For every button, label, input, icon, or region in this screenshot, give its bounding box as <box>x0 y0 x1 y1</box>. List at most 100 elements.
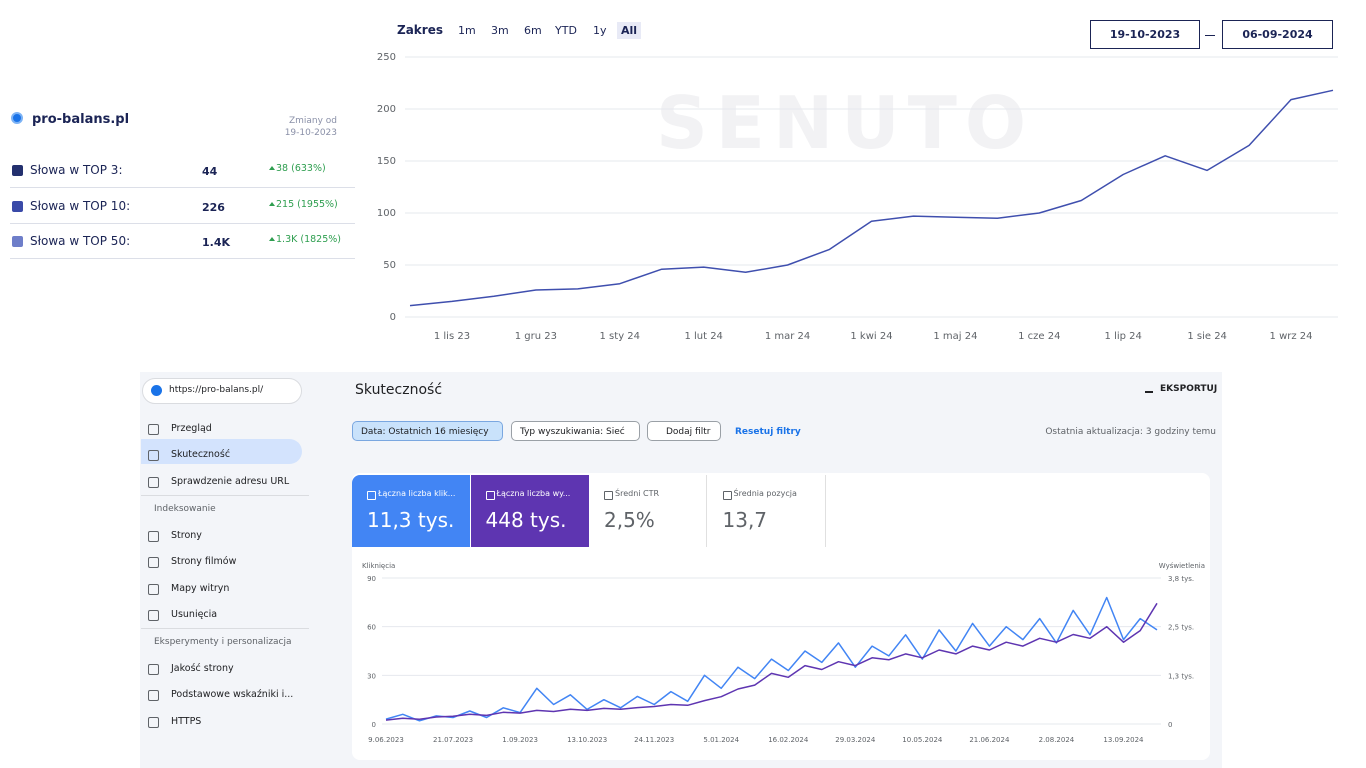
nav-item[interactable]: Podstawowe wskaźniki i... <box>171 689 294 701</box>
nav-icon <box>148 716 159 728</box>
range-option[interactable]: 1m <box>458 24 476 37</box>
range-option[interactable]: YTD <box>555 24 577 37</box>
date-arrow <box>1205 35 1215 36</box>
export-button[interactable]: EKSPORTUJ <box>1160 384 1218 394</box>
nav-highlight <box>141 439 302 465</box>
watermark: SENUTO <box>656 81 1034 165</box>
performance-chart: 0 30 60 90 0 1,3 tys. 2,5 tys. 3,8 tys. Kliknięc… <box>362 562 1205 744</box>
domain: pro-balans.pl <box>32 112 130 127</box>
export-icon <box>1145 384 1153 393</box>
nav-item[interactable]: Mapy witryn <box>171 582 230 594</box>
nav-icon <box>148 476 159 488</box>
x-tick-label: 1 cze 24 <box>1018 331 1060 342</box>
metric-value: 13,7 <box>722 508 768 532</box>
x-tick-label: 2.08.2024 <box>1039 736 1075 744</box>
metric-label: Średni CTR <box>615 489 660 498</box>
property-url: https://pro-balans.pl/ <box>169 385 264 395</box>
change-arrow <box>269 201 275 206</box>
range-option[interactable]: All <box>617 22 642 39</box>
filter-type[interactable]: Typ wyszukiwania: Sieć <box>511 421 640 441</box>
row-value: 1.4K <box>202 236 231 249</box>
metric-checkbox <box>485 491 495 500</box>
row-value: 44 <box>202 165 218 178</box>
nav-icon <box>148 583 159 595</box>
nav-item[interactable]: Strony filmów <box>171 556 237 568</box>
gsc-title: Skuteczność <box>355 382 443 398</box>
metric-label: Łączna liczba wy... <box>496 489 571 498</box>
row-swatch <box>12 200 23 212</box>
y-tick-label: 200 <box>377 104 396 115</box>
x-tick-label: 1 gru 23 <box>515 331 557 342</box>
filter-add[interactable]: Dodaj filtr <box>647 421 721 441</box>
nav-divider <box>141 628 309 630</box>
x-tick-label: 21.06.2024 <box>969 736 1010 744</box>
nav-icon <box>148 530 159 542</box>
x-tick-label: 1 kwi 24 <box>850 331 892 342</box>
data-line <box>409 89 1334 307</box>
nav-icon <box>148 690 159 702</box>
x-tick-label: 9.06.2023 <box>368 736 404 744</box>
row-divider <box>10 258 355 259</box>
nav-item[interactable]: Przegląd <box>171 423 212 434</box>
nav-item[interactable]: Sprawdzenie adresu URL <box>171 475 290 487</box>
x-tick-label: 1 sie 24 <box>1187 331 1227 342</box>
nav-icon <box>148 664 159 676</box>
y-tick-label: 60 <box>367 624 376 632</box>
data-line <box>385 596 1158 722</box>
metric-checkbox <box>604 491 613 500</box>
nav-divider <box>141 494 309 496</box>
x-tick-label: 1.09.2023 <box>502 736 538 744</box>
y-tick-label: 0 <box>390 312 396 323</box>
nav-item[interactable]: Jakość strony <box>171 663 234 675</box>
metric-checkbox <box>722 491 732 500</box>
x-tick-label: 13.09.2024 <box>1103 736 1144 744</box>
nav-item[interactable]: Skuteczność <box>171 449 231 461</box>
range-option[interactable]: 6m <box>524 24 542 37</box>
y2-tick-label: 3,8 tys. <box>1168 575 1194 583</box>
y2-tick-label: 0 <box>1168 721 1172 729</box>
property-selector[interactable]: https://pro-balans.pl/ <box>142 378 302 404</box>
metric-tile[interactable]: Średnia pozycja 13,7 <box>707 475 826 547</box>
nav-item[interactable]: HTTPS <box>171 715 202 727</box>
x-tick-label: 1 lis 23 <box>434 331 470 342</box>
reset-filters[interactable]: Resetuj filtry <box>735 427 801 437</box>
metric-tile[interactable]: Łączna liczba wy... 448 tys. <box>470 475 589 547</box>
x-tick-label: 1 wrz 24 <box>1270 331 1313 342</box>
last-update: Ostatnia aktualizacja: 3 godziny temu <box>1045 427 1216 437</box>
row-divider <box>10 187 355 188</box>
nav-section: Indeksowanie <box>154 503 216 514</box>
range-option[interactable]: 3m <box>491 24 509 37</box>
nav-icon <box>148 609 159 621</box>
nav-item[interactable]: Strony <box>171 529 202 541</box>
metric-tile[interactable]: Łączna liczba klik... 11,3 tys. <box>352 475 470 547</box>
range-option[interactable]: 1y <box>593 24 607 37</box>
y-tick-label: 30 <box>367 672 376 680</box>
y-tick-label: 100 <box>377 208 396 219</box>
filter-date[interactable]: Data: Ostatnich 16 miesięcy <box>352 421 503 441</box>
y-axis-title: Kliknięcia <box>362 562 395 570</box>
nav-icon <box>148 557 159 569</box>
y-tick-label: 90 <box>367 575 376 583</box>
metric-tile[interactable]: Średni CTR 2,5% <box>589 475 707 547</box>
row-swatch <box>12 236 23 247</box>
x-tick-label: 13.10.2023 <box>567 736 607 744</box>
row-value: 226 <box>202 200 225 214</box>
metric-checkbox <box>367 491 376 500</box>
change-arrow <box>269 237 275 241</box>
y-tick-label: 0 <box>372 721 376 729</box>
y-tick-label: 250 <box>377 52 396 63</box>
row-label: Słowa w TOP 50: <box>30 234 131 248</box>
x-tick-label: 16.02.2024 <box>768 736 809 744</box>
date-to[interactable]: 06-09-2024 <box>1222 20 1333 49</box>
range-label: Zakres <box>397 23 443 37</box>
x-tick-label: 1 sty 24 <box>600 331 641 342</box>
row-change: 215 (1955%) <box>276 198 338 210</box>
nav-item[interactable]: Usunięcia <box>171 608 218 620</box>
x-tick-label: 1 lip 24 <box>1105 331 1142 342</box>
date-from[interactable]: 19-10-2023 <box>1090 20 1200 49</box>
row-swatch <box>12 165 23 176</box>
row-label: Słowa w TOP 10: <box>30 198 131 213</box>
y2-axis-title: Wyświetlenia <box>1159 562 1205 570</box>
y-tick-label: 50 <box>383 260 396 271</box>
change-arrow <box>269 166 275 170</box>
